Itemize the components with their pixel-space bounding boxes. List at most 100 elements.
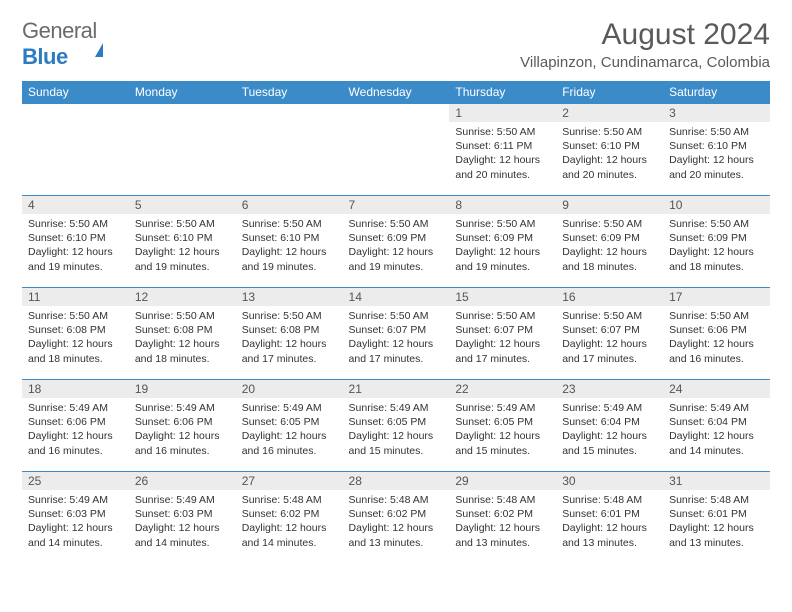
calendar-day-cell: 8Sunrise: 5:50 AMSunset: 6:09 PMDaylight…	[449, 196, 556, 288]
detail-line: Sunrise: 5:49 AM	[455, 401, 550, 415]
detail-line: Daylight: 12 hours	[135, 429, 230, 443]
day-number: 3	[663, 104, 770, 122]
detail-line: Sunrise: 5:48 AM	[562, 493, 657, 507]
day-header: Monday	[129, 81, 236, 104]
detail-line: Sunrise: 5:50 AM	[135, 309, 230, 323]
calendar-body: 1Sunrise: 5:50 AMSunset: 6:11 PMDaylight…	[22, 104, 770, 564]
day-details: Sunrise: 5:50 AMSunset: 6:09 PMDaylight:…	[449, 214, 556, 278]
day-number: 12	[129, 288, 236, 306]
day-details: Sunrise: 5:50 AMSunset: 6:06 PMDaylight:…	[663, 306, 770, 370]
detail-line: Sunrise: 5:49 AM	[135, 493, 230, 507]
detail-line: Daylight: 12 hours	[135, 245, 230, 259]
location-subtitle: Villapinzon, Cundinamarca, Colombia	[520, 54, 770, 71]
calendar-week-row: 4Sunrise: 5:50 AMSunset: 6:10 PMDaylight…	[22, 196, 770, 288]
calendar-day-cell: 15Sunrise: 5:50 AMSunset: 6:07 PMDayligh…	[449, 288, 556, 380]
calendar-day-cell: 1Sunrise: 5:50 AMSunset: 6:11 PMDaylight…	[449, 104, 556, 196]
detail-line: Sunrise: 5:50 AM	[455, 217, 550, 231]
calendar-table: SundayMondayTuesdayWednesdayThursdayFrid…	[22, 81, 770, 564]
calendar-day-cell	[22, 104, 129, 196]
detail-line: Daylight: 12 hours	[455, 429, 550, 443]
day-details: Sunrise: 5:48 AMSunset: 6:01 PMDaylight:…	[663, 490, 770, 554]
day-number: 21	[343, 380, 450, 398]
detail-line: Sunset: 6:08 PM	[135, 323, 230, 337]
calendar-day-cell	[129, 104, 236, 196]
calendar-day-cell: 6Sunrise: 5:50 AMSunset: 6:10 PMDaylight…	[236, 196, 343, 288]
detail-line: Sunrise: 5:50 AM	[349, 217, 444, 231]
day-details: Sunrise: 5:50 AMSunset: 6:07 PMDaylight:…	[343, 306, 450, 370]
detail-line: Daylight: 12 hours	[28, 521, 123, 535]
detail-line: Sunset: 6:01 PM	[562, 507, 657, 521]
detail-line: Sunrise: 5:50 AM	[242, 309, 337, 323]
detail-line: Sunrise: 5:50 AM	[669, 309, 764, 323]
day-number: 23	[556, 380, 663, 398]
detail-line: Daylight: 12 hours	[242, 245, 337, 259]
calendar-day-cell: 19Sunrise: 5:49 AMSunset: 6:06 PMDayligh…	[129, 380, 236, 472]
detail-line: Sunset: 6:09 PM	[349, 231, 444, 245]
day-number: 5	[129, 196, 236, 214]
day-details: Sunrise: 5:48 AMSunset: 6:02 PMDaylight:…	[236, 490, 343, 554]
detail-line: Sunrise: 5:48 AM	[242, 493, 337, 507]
calendar-day-cell: 10Sunrise: 5:50 AMSunset: 6:09 PMDayligh…	[663, 196, 770, 288]
day-details: Sunrise: 5:50 AMSunset: 6:09 PMDaylight:…	[663, 214, 770, 278]
detail-line: Sunrise: 5:50 AM	[242, 217, 337, 231]
calendar-day-cell: 5Sunrise: 5:50 AMSunset: 6:10 PMDaylight…	[129, 196, 236, 288]
day-number: 9	[556, 196, 663, 214]
detail-line: Sunrise: 5:50 AM	[28, 217, 123, 231]
day-details: Sunrise: 5:49 AMSunset: 6:04 PMDaylight:…	[663, 398, 770, 462]
detail-line: Sunset: 6:06 PM	[135, 415, 230, 429]
day-details: Sunrise: 5:50 AMSunset: 6:09 PMDaylight:…	[556, 214, 663, 278]
detail-line: and 16 minutes.	[242, 444, 337, 458]
day-header: Friday	[556, 81, 663, 104]
detail-line: Sunset: 6:09 PM	[669, 231, 764, 245]
detail-line: and 14 minutes.	[135, 536, 230, 550]
detail-line: Sunset: 6:02 PM	[349, 507, 444, 521]
calendar-day-cell: 26Sunrise: 5:49 AMSunset: 6:03 PMDayligh…	[129, 472, 236, 564]
calendar-day-cell: 29Sunrise: 5:48 AMSunset: 6:02 PMDayligh…	[449, 472, 556, 564]
detail-line: Sunrise: 5:49 AM	[349, 401, 444, 415]
detail-line: Daylight: 12 hours	[455, 337, 550, 351]
detail-line: and 15 minutes.	[349, 444, 444, 458]
detail-line: Sunrise: 5:48 AM	[669, 493, 764, 507]
day-details: Sunrise: 5:50 AMSunset: 6:08 PMDaylight:…	[129, 306, 236, 370]
detail-line: and 20 minutes.	[669, 168, 764, 182]
detail-line: Sunset: 6:02 PM	[455, 507, 550, 521]
detail-line: Sunset: 6:04 PM	[562, 415, 657, 429]
detail-line: Daylight: 12 hours	[242, 521, 337, 535]
calendar-day-cell: 9Sunrise: 5:50 AMSunset: 6:09 PMDaylight…	[556, 196, 663, 288]
detail-line: Daylight: 12 hours	[455, 521, 550, 535]
detail-line: and 14 minutes.	[28, 536, 123, 550]
calendar-day-cell: 30Sunrise: 5:48 AMSunset: 6:01 PMDayligh…	[556, 472, 663, 564]
detail-line: and 18 minutes.	[562, 260, 657, 274]
day-number-empty	[236, 104, 343, 122]
day-number: 19	[129, 380, 236, 398]
detail-line: Daylight: 12 hours	[562, 429, 657, 443]
detail-line: Sunset: 6:03 PM	[135, 507, 230, 521]
day-number: 13	[236, 288, 343, 306]
detail-line: and 13 minutes.	[562, 536, 657, 550]
detail-line: Sunset: 6:07 PM	[562, 323, 657, 337]
calendar-day-cell: 17Sunrise: 5:50 AMSunset: 6:06 PMDayligh…	[663, 288, 770, 380]
detail-line: Sunset: 6:10 PM	[135, 231, 230, 245]
detail-line: and 20 minutes.	[455, 168, 550, 182]
day-header: Saturday	[663, 81, 770, 104]
day-details: Sunrise: 5:49 AMSunset: 6:03 PMDaylight:…	[22, 490, 129, 554]
calendar-day-cell: 20Sunrise: 5:49 AMSunset: 6:05 PMDayligh…	[236, 380, 343, 472]
detail-line: and 18 minutes.	[135, 352, 230, 366]
detail-line: Sunrise: 5:49 AM	[669, 401, 764, 415]
day-details: Sunrise: 5:49 AMSunset: 6:03 PMDaylight:…	[129, 490, 236, 554]
calendar-day-cell	[343, 104, 450, 196]
detail-line: Sunrise: 5:49 AM	[562, 401, 657, 415]
day-number: 20	[236, 380, 343, 398]
day-number: 8	[449, 196, 556, 214]
detail-line: and 17 minutes.	[562, 352, 657, 366]
detail-line: Sunset: 6:03 PM	[28, 507, 123, 521]
detail-line: and 16 minutes.	[669, 352, 764, 366]
calendar-day-cell: 18Sunrise: 5:49 AMSunset: 6:06 PMDayligh…	[22, 380, 129, 472]
day-details: Sunrise: 5:50 AMSunset: 6:10 PMDaylight:…	[556, 122, 663, 186]
day-details: Sunrise: 5:48 AMSunset: 6:02 PMDaylight:…	[343, 490, 450, 554]
detail-line: and 16 minutes.	[28, 444, 123, 458]
day-number-empty	[343, 104, 450, 122]
detail-line: and 15 minutes.	[562, 444, 657, 458]
month-title: August 2024	[520, 18, 770, 52]
detail-line: and 17 minutes.	[455, 352, 550, 366]
